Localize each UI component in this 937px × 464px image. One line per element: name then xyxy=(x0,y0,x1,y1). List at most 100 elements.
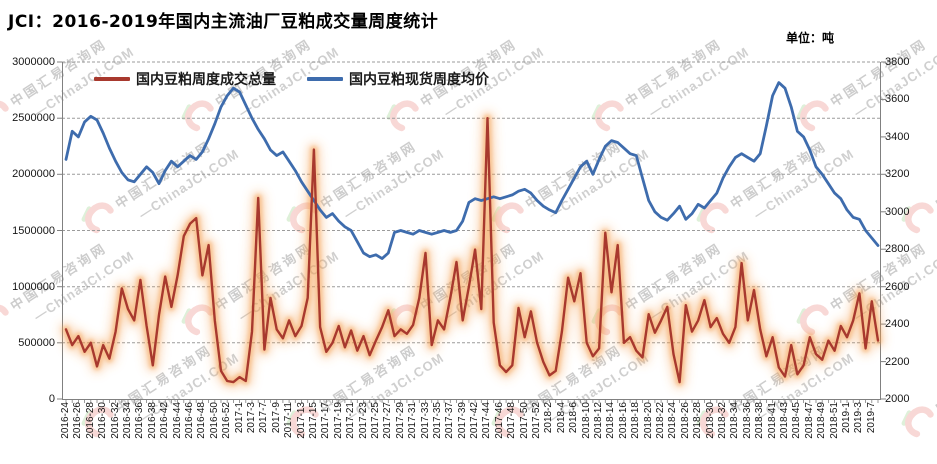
watermark: 中国汇易咨询网 —ChinaJCI.COM xyxy=(792,20,937,149)
x-axis-tick-label: 2019-3 xyxy=(853,402,864,434)
x-axis-tick-label: 2017-13 xyxy=(296,402,307,439)
watermark: 中国汇易咨询网 —ChinaJCI.COM xyxy=(897,122,937,251)
watermark: 中国汇易咨询网 —ChinaJCI.COM xyxy=(692,326,857,455)
x-axis-tick-label: 2018-41 xyxy=(767,402,778,439)
x-axis-tick-label: 2016-46 xyxy=(184,402,195,439)
jci-logo-icon xyxy=(591,100,624,132)
x-axis-tick-label: 2018-45 xyxy=(791,402,802,439)
unit-label: 单位：吨 xyxy=(786,31,835,45)
jci-logo-icon xyxy=(81,202,114,234)
y-axis-left-tick-label: 500000 xyxy=(18,337,55,349)
x-axis-tick-label: 2016-34 xyxy=(122,402,133,439)
y-axis-left-tick-label: 1000000 xyxy=(12,281,55,293)
x-axis-tick-label: 2016-24 xyxy=(60,402,71,439)
x-axis-tick-label: 2016-50 xyxy=(209,402,220,439)
x-axis-tick-label: 2017-42 xyxy=(469,402,480,439)
page-title: JCI：2016-2019年国内主流油厂豆粕成交量周度统计 xyxy=(8,12,439,32)
y-axis-right-tick-label: 2800 xyxy=(885,243,910,255)
x-axis-tick-label: 2017-23 xyxy=(358,402,369,439)
watermark: 中国汇易咨询网 —ChinaJCI.COM xyxy=(77,326,242,455)
y-axis-right-tick-label: 2200 xyxy=(885,356,910,368)
x-axis-tick-label: 2017-21 xyxy=(345,402,356,439)
x-axis-tick-label: 2016-38 xyxy=(147,402,158,439)
x-axis-tick-label: 2017-27 xyxy=(382,402,393,439)
y-axis-right-tick-label: 2600 xyxy=(885,281,910,293)
jci-logo-icon xyxy=(0,304,9,336)
y-axis-right-tick-label: 3200 xyxy=(885,168,910,180)
x-axis-tick-label: 2018-43 xyxy=(779,402,790,439)
watermark: 中国汇易咨询网 —ChinaJCI.COM xyxy=(587,20,752,149)
x-axis-tick-label: 2018-49 xyxy=(816,402,827,439)
x-axis-tick-label: 2017-19 xyxy=(333,402,344,439)
y-axis-left-tick-label: 2000000 xyxy=(12,168,55,180)
x-axis-tick-label: 2017-39 xyxy=(457,402,468,439)
watermark: 中国汇易咨询网 —ChinaJCI.COM xyxy=(897,326,937,455)
watermark: 中国汇易咨询网 —ChinaJCI.COM xyxy=(382,20,547,149)
jci-logo-icon xyxy=(491,406,524,438)
watermark: 中国汇易咨询网 —ChinaJCI.COM xyxy=(177,20,342,149)
jci-logo-icon xyxy=(386,100,419,132)
x-axis-tick-label: 2019-1 xyxy=(841,402,852,434)
x-axis-tick-label: 2017-35 xyxy=(432,402,443,439)
x-axis-tick-label: 2019-7 xyxy=(866,402,877,434)
y-axis-right-tick-label: 3400 xyxy=(885,131,910,143)
x-axis-tick-label: 2018-30 xyxy=(705,402,716,439)
watermark: 中国汇易咨询网 —ChinaJCI.COM xyxy=(487,326,652,455)
x-axis-tick-label: 2018-38 xyxy=(754,402,765,439)
x-axis-tick-label: 2018-26 xyxy=(680,402,691,439)
watermark: 中国汇易咨询网 —ChinaJCI.COM xyxy=(0,20,137,149)
x-axis-tick-label: 2017-31 xyxy=(407,402,418,439)
x-axis-tick-label: 2016-26 xyxy=(72,402,83,439)
x-axis-tick-label: 2017-9 xyxy=(271,402,282,434)
x-axis-tick-label: 2016-44 xyxy=(172,402,183,439)
x-axis-tick-label: 2018-16 xyxy=(618,402,629,439)
x-axis-tick-label: 2018-12 xyxy=(593,402,604,439)
x-axis-tick-label: 2017-33 xyxy=(420,402,431,439)
x-axis-tick-label: 2017-11 xyxy=(283,402,294,438)
x-axis-tick-label: 2016-52 xyxy=(221,402,232,439)
x-axis-tick-label: 2017-17 xyxy=(320,402,331,439)
x-axis-tick-label: 2017-37 xyxy=(444,402,455,439)
x-axis-tick-label: 2018-24 xyxy=(667,402,678,439)
y-axis-right-tick-label: 3800 xyxy=(885,56,910,68)
x-axis-tick-label: 2016-48 xyxy=(196,402,207,439)
y-axis-left-tick-label: 2500000 xyxy=(12,112,55,124)
x-axis-tick-label: 2017-15 xyxy=(308,402,319,439)
x-axis-tick-label: 2018-22 xyxy=(655,402,666,439)
y-axis-left-tick-label: 1500000 xyxy=(12,225,55,237)
x-axis-tick-label: 2016-42 xyxy=(159,402,170,439)
jci-logo-icon xyxy=(181,304,214,336)
x-axis-tick-label: 2017-25 xyxy=(370,402,381,439)
y-axis-right-tick-label: 2000 xyxy=(885,393,910,405)
x-axis-tick-label: 2018-6 xyxy=(568,402,579,434)
x-axis-tick-label: 2018-34 xyxy=(729,402,740,439)
x-axis-tick-label: 2016-30 xyxy=(97,402,108,439)
x-axis-tick-label: 2017-44 xyxy=(481,402,492,439)
x-axis-tick-label: 2018-32 xyxy=(717,402,728,439)
x-axis-tick-label: 2018-36 xyxy=(742,402,753,439)
jci-logo-icon xyxy=(901,202,934,234)
jci-logo-icon xyxy=(796,100,829,132)
x-axis-tick-label: 2017-7 xyxy=(258,402,269,434)
x-axis-tick-label: 2017-48 xyxy=(506,402,517,439)
x-axis-tick-label: 2017-46 xyxy=(494,402,505,439)
x-axis-tick-label: 2017-1 xyxy=(234,402,245,434)
watermark: 中国汇易咨询网 —ChinaJCI.COM xyxy=(77,122,242,251)
jci-logo-icon xyxy=(181,100,214,132)
x-axis-tick-label: 2018-2 xyxy=(543,402,554,434)
x-axis-tick-label: 2016-28 xyxy=(85,402,96,439)
x-axis-tick-label: 2016-36 xyxy=(134,402,145,439)
jci-logo-icon xyxy=(796,304,829,336)
x-axis-tick-label: 2018-14 xyxy=(605,402,616,439)
watermark: 中国汇易咨询网 —ChinaJCI.COM xyxy=(792,224,937,353)
y-axis-right-tick-label: 2400 xyxy=(885,318,910,330)
y-axis-left-tick-label: 0 xyxy=(48,393,55,405)
x-axis-tick-label: 2017-52 xyxy=(531,402,542,439)
y-axis-right-tick-label: 3600 xyxy=(885,93,910,105)
jci-logo-icon xyxy=(81,406,114,438)
x-axis-tick-label: 2016-32 xyxy=(110,402,121,439)
jci-logo-icon xyxy=(0,100,9,132)
